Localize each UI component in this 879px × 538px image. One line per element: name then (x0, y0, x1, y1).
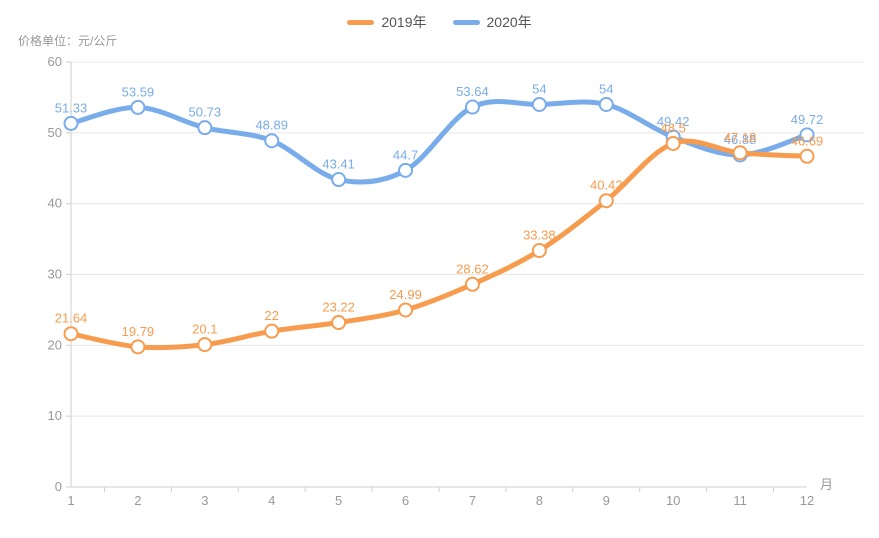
data-label-2020年-9: 54 (599, 82, 613, 97)
data-label-2020年-5: 43.41 (322, 157, 355, 172)
data-label-2019年-4: 22 (264, 308, 278, 323)
x-tick-label: 9 (603, 493, 610, 508)
y-tick-label: 0 (55, 479, 62, 494)
x-tick-label: 12 (800, 493, 814, 508)
data-point-2020年-3[interactable] (197, 120, 213, 136)
data-label-2020年-4: 48.89 (255, 118, 288, 133)
data-point-2020年-5[interactable] (331, 172, 347, 188)
x-axis-name: 月 (820, 477, 833, 492)
x-tick-label: 1 (67, 493, 74, 508)
x-tick-label: 10 (666, 493, 680, 508)
data-label-2020年-10: 49.42 (657, 114, 690, 129)
legend-item-2020[interactable]: 2020年 (452, 12, 532, 32)
data-label-2020年-7: 53.64 (456, 84, 489, 99)
data-point-2019年-11[interactable] (732, 145, 748, 161)
x-tick-label: 3 (201, 493, 208, 508)
data-label-2019年-3: 20.1 (192, 322, 217, 337)
series-line-2019年 (68, 138, 810, 351)
data-point-2019年-3[interactable] (197, 337, 213, 353)
y-tick-label: 20 (48, 337, 62, 352)
x-tick-label: 2 (134, 493, 141, 508)
data-point-2019年-10[interactable] (665, 135, 681, 151)
data-point-2020年-12[interactable] (799, 127, 815, 143)
data-point-2019年-9[interactable] (598, 193, 614, 209)
x-tick-label: 5 (335, 493, 342, 508)
y-tick-label: 10 (48, 408, 62, 423)
data-point-2020年-6[interactable] (398, 162, 414, 178)
data-point-2019年-2[interactable] (130, 339, 146, 355)
y-tick-label: 60 (48, 54, 62, 69)
data-point-2020年-2[interactable] (130, 99, 146, 115)
data-point-2020年-9[interactable] (598, 97, 614, 112)
data-label-2020年-6: 44.7 (393, 147, 418, 162)
data-label-2019年-8: 33.38 (523, 228, 556, 243)
legend: 2019年 2020年 (0, 12, 879, 32)
data-point-2019年-5[interactable] (331, 315, 347, 331)
x-tick-label: 11 (733, 493, 747, 508)
y-tick-label: 40 (48, 196, 62, 211)
data-point-2019年-4[interactable] (264, 323, 280, 339)
data-label-2020年-2: 53.59 (122, 84, 155, 99)
data-point-2019年-6[interactable] (398, 302, 414, 318)
data-label-2020年-8: 54 (532, 82, 546, 97)
data-label-2019年-1: 21.64 (55, 311, 88, 326)
data-point-2019年-1[interactable] (63, 326, 79, 342)
data-label-2019年-10: 48.5 (661, 120, 686, 135)
y-tick-label: 50 (48, 125, 62, 140)
data-point-2020年-1[interactable] (63, 115, 79, 131)
legend-label-2019: 2019年 (381, 14, 427, 30)
data-point-2019年-8[interactable] (531, 243, 547, 259)
x-tick-label: 8 (536, 493, 543, 508)
data-point-2020年-4[interactable] (264, 133, 280, 149)
data-point-2019年-7[interactable] (464, 276, 480, 292)
legend-item-2019[interactable]: 2019年 (347, 12, 427, 32)
data-point-2020年-7[interactable] (464, 99, 480, 115)
data-label-2020年-1: 51.33 (55, 100, 88, 115)
data-label-2020年-3: 50.73 (189, 105, 222, 120)
data-point-2020年-8[interactable] (531, 97, 547, 112)
data-label-2019年-6: 24.99 (389, 287, 422, 302)
legend-swatch-2019-icon (347, 19, 375, 25)
data-label-2019年-11: 47.18 (724, 130, 757, 145)
data-label-2019年-12: 46.69 (791, 133, 824, 148)
y-axis-unit-label: 价格单位：元/公斤 (18, 34, 118, 48)
y-tick-label: 30 (48, 267, 62, 282)
data-label-2019年-2: 19.79 (122, 324, 155, 339)
data-label-2019年-9: 40.42 (590, 178, 623, 193)
data-label-2019年-5: 23.22 (322, 300, 355, 315)
legend-label-2020: 2020年 (486, 14, 532, 30)
data-point-2019年-12[interactable] (799, 148, 815, 164)
data-label-2019年-7: 28.62 (456, 261, 489, 276)
x-tick-label: 6 (402, 493, 409, 508)
data-label-2020年-12: 49.72 (791, 112, 824, 127)
x-tick-label: 4 (268, 493, 275, 508)
data-label-2020年-11: 46.88 (724, 132, 757, 147)
legend-swatch-2020-icon (452, 19, 480, 25)
x-tick-label: 7 (469, 493, 476, 508)
